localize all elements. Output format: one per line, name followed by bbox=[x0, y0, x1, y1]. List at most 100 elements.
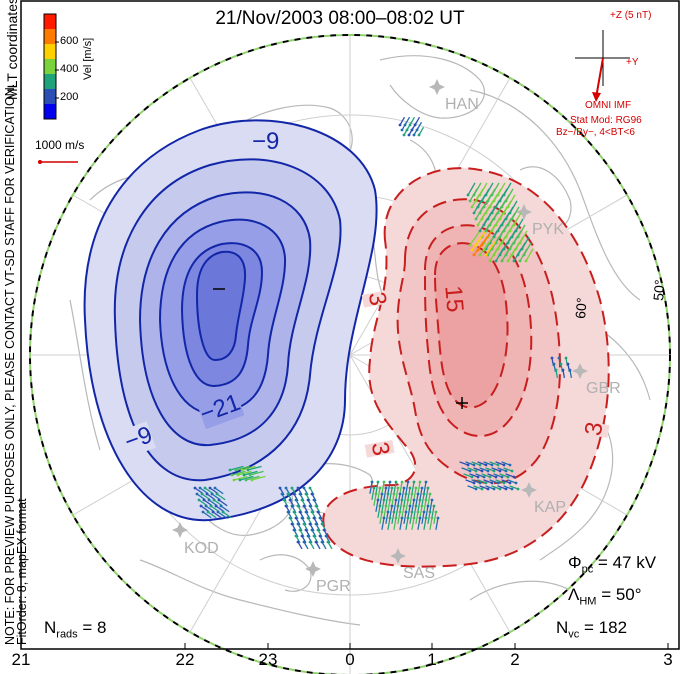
vector-origin bbox=[428, 492, 432, 496]
velocity-vector bbox=[483, 461, 493, 466]
velocity-vector bbox=[231, 470, 246, 476]
latitude-label-50: 50° bbox=[650, 278, 668, 302]
vector-origin bbox=[432, 504, 436, 508]
vector-origin bbox=[502, 463, 506, 467]
velocity-vector bbox=[245, 475, 260, 481]
velocity-vector bbox=[473, 241, 484, 256]
vector-origin bbox=[470, 475, 474, 479]
velocity-vector bbox=[375, 499, 379, 512]
mlt-tick-1: 1 bbox=[427, 650, 437, 669]
vector-origin bbox=[478, 463, 482, 467]
velocity-vector bbox=[475, 206, 484, 220]
vector-origin bbox=[382, 516, 386, 520]
vector-origin bbox=[296, 486, 300, 490]
station-marker bbox=[172, 522, 188, 538]
station-sas: SAS bbox=[403, 565, 436, 582]
vector-origin bbox=[486, 469, 490, 473]
vector-origin bbox=[486, 487, 490, 491]
velocity-vector bbox=[413, 505, 417, 518]
velocity-vector bbox=[377, 487, 381, 500]
vector-origin bbox=[508, 481, 512, 485]
vector-origin bbox=[468, 469, 472, 473]
vector-origin bbox=[200, 492, 204, 496]
vector-origin bbox=[424, 480, 428, 484]
vector-origin bbox=[376, 480, 380, 484]
vector-origin bbox=[484, 481, 488, 485]
velocity-vector bbox=[477, 461, 487, 466]
vector-origin bbox=[561, 368, 565, 372]
vector-origin bbox=[557, 356, 561, 360]
vector-origin bbox=[318, 516, 322, 520]
vector-origin bbox=[290, 504, 294, 508]
velocity-vector bbox=[421, 511, 425, 524]
vector-origin bbox=[498, 487, 502, 491]
vector-origin bbox=[494, 259, 498, 263]
velocity-vector bbox=[479, 467, 489, 472]
vector-origin bbox=[422, 510, 426, 514]
vector-origin bbox=[384, 486, 388, 490]
vector-origin bbox=[426, 504, 430, 508]
velocity-vector bbox=[220, 505, 230, 513]
velocity-vector bbox=[495, 479, 505, 484]
vector-origin bbox=[490, 481, 494, 485]
imf-y-label: +Y bbox=[626, 57, 639, 68]
stat-nvc: Nvc = 182 bbox=[556, 618, 627, 640]
velocity-vector bbox=[465, 461, 475, 466]
velocity-vector bbox=[418, 126, 425, 136]
vector-origin bbox=[244, 478, 248, 482]
velocity-vector bbox=[483, 479, 493, 484]
vector-origin bbox=[500, 259, 504, 263]
nrads-symbol: N bbox=[44, 618, 57, 637]
vector-origin bbox=[394, 498, 398, 502]
vector-origin bbox=[286, 492, 290, 496]
vector-origin bbox=[472, 481, 476, 485]
vector-origin bbox=[282, 498, 286, 502]
velocity-vector bbox=[423, 517, 427, 530]
velocity-vector bbox=[463, 473, 473, 478]
positive-potential-cell bbox=[322, 167, 610, 568]
vector-origin bbox=[296, 522, 300, 526]
vector-origin bbox=[232, 478, 236, 482]
velocity-vector bbox=[469, 473, 479, 478]
vector-origin bbox=[412, 480, 416, 484]
mlt-tick-23: 23 bbox=[258, 650, 278, 669]
vector-origin bbox=[288, 516, 292, 520]
vector-origin bbox=[290, 522, 294, 526]
vector-origin bbox=[416, 510, 420, 514]
vector-origin bbox=[424, 516, 428, 520]
velocity-vector bbox=[409, 511, 413, 524]
neg-contour-6 bbox=[195, 250, 247, 362]
velocity-vector bbox=[501, 479, 511, 484]
vector-origin bbox=[436, 516, 440, 520]
velocity-vector bbox=[489, 461, 499, 466]
vector-origin bbox=[294, 498, 298, 502]
potential-extrema bbox=[213, 288, 468, 409]
vector-origin bbox=[518, 259, 522, 263]
vector-origin bbox=[406, 480, 410, 484]
vector-origin bbox=[476, 475, 480, 479]
vector-origin bbox=[424, 498, 428, 502]
velocity-vector bbox=[377, 505, 381, 518]
vector-origin bbox=[426, 486, 430, 490]
stat-phi-pc: Φpc = 47 kV bbox=[568, 553, 656, 575]
vector-origin bbox=[492, 487, 496, 491]
vector-origin bbox=[414, 486, 418, 490]
vector-origin bbox=[482, 475, 486, 479]
velocity-vector bbox=[461, 467, 471, 472]
velocity-vector bbox=[497, 485, 507, 490]
vector-origin bbox=[216, 510, 220, 514]
colorbar-swatch bbox=[44, 29, 56, 44]
velocity-vector bbox=[471, 461, 481, 466]
nrads-value: = 8 bbox=[77, 618, 107, 637]
velocity-vector bbox=[497, 467, 507, 472]
vector-origin bbox=[394, 516, 398, 520]
mlt-tick-2: 2 bbox=[510, 650, 520, 669]
velocity-vector bbox=[235, 465, 250, 471]
vector-origin bbox=[504, 487, 508, 491]
vector-origin bbox=[420, 504, 424, 508]
velocity-colorbar bbox=[43, 13, 57, 120]
station-han: HAN bbox=[445, 96, 479, 113]
vector-origin bbox=[510, 487, 514, 491]
velocity-vector bbox=[212, 511, 222, 519]
colorbar-ticks bbox=[55, 41, 59, 99]
